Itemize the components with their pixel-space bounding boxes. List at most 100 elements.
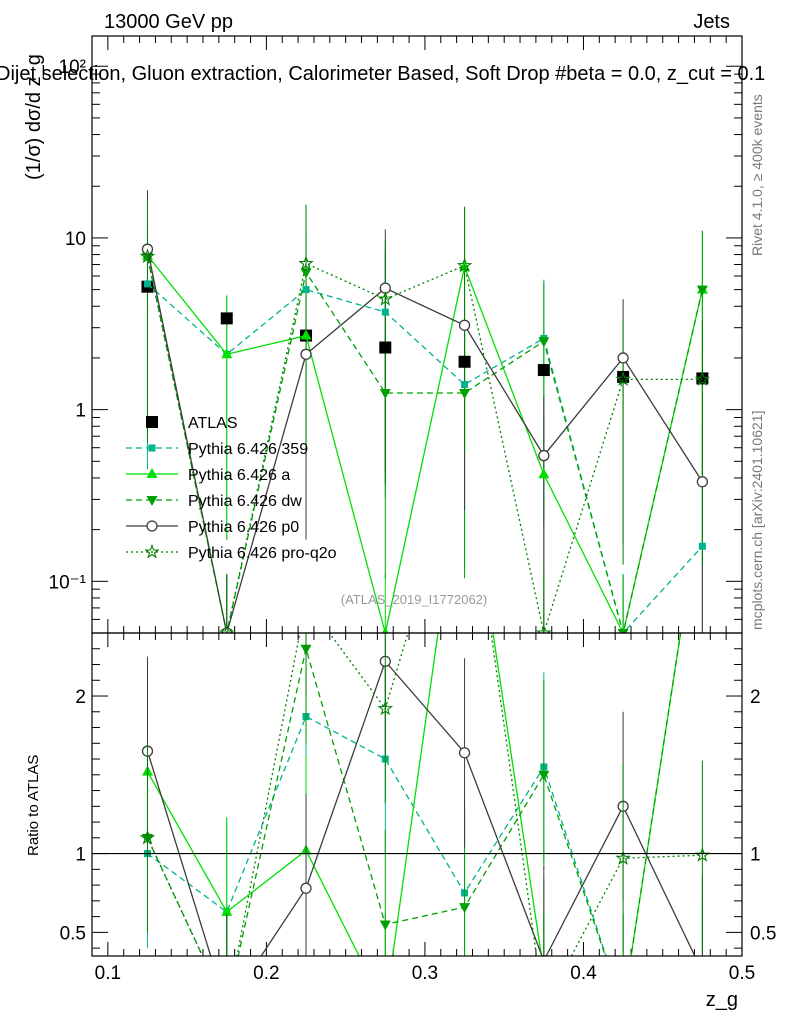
ratio-point: [540, 955, 547, 956]
y-tick-label: 10⁻¹: [49, 572, 87, 593]
data-point: [698, 542, 706, 550]
ratio-y-tick-label: 2: [75, 687, 86, 708]
data-point: [458, 355, 471, 368]
side-label-url: mcplots.cern.ch [arXiv:2401.10621]: [749, 411, 765, 630]
series-line: [146, 255, 703, 633]
series-line: [146, 256, 703, 633]
ratio-point: [538, 770, 550, 781]
data-point: [381, 308, 389, 316]
legend-label: Pythia 6.426 359: [188, 441, 308, 458]
ratio-point: [221, 1004, 232, 1014]
data-point: [300, 329, 312, 340]
legend-marker: [146, 468, 158, 478]
ratio-point: [615, 850, 631, 865]
data-point: [139, 248, 156, 264]
y-tick-label: 10: [65, 229, 86, 250]
y-tick-label: 1: [75, 401, 86, 422]
data-point: [617, 352, 629, 364]
ratio-line: [147, 715, 607, 956]
plot-title: Dijet selection, Gluon extraction, Calor…: [0, 63, 765, 85]
ratio-point: [221, 905, 233, 916]
data-point: [143, 280, 151, 288]
ratio-line: [146, 660, 696, 956]
data-point: [221, 348, 233, 359]
ratio-y-tick-label-right: 1: [750, 845, 761, 866]
ratio-point: [300, 595, 312, 607]
ratio-point: [697, 967, 707, 977]
data-point: [538, 337, 550, 348]
ratio-line: [146, 633, 682, 956]
legend-label: Pythia 6.426 p0: [188, 519, 299, 536]
data-point: [302, 286, 310, 294]
data-point: [459, 388, 471, 399]
ratio-y-tick-label: 1: [75, 845, 86, 866]
legend-label: Pythia 6.426 dw: [188, 493, 302, 510]
ratio-point: [618, 1004, 629, 1014]
data-point: [220, 312, 233, 325]
x-tick-label: 0.5: [729, 963, 755, 984]
data-point: [537, 364, 550, 377]
data-point: [456, 257, 473, 273]
data-point: [300, 268, 312, 279]
y-axis-title-ratio: Ratio to ATLAS: [25, 755, 42, 856]
legend-marker: [146, 520, 158, 532]
ratio-point: [618, 1002, 629, 1012]
data-point: [696, 476, 709, 488]
x-axis-title: z_g: [706, 989, 738, 1011]
side-label: Rivet 4.1.0, ≥ 400k events: [749, 94, 765, 256]
ratio-point: [458, 747, 471, 759]
ratio-point: [221, 1002, 233, 1014]
data-point: [535, 624, 552, 633]
ratio-line: [146, 633, 682, 956]
data-point: [300, 348, 312, 360]
y-tick-label: 10²: [59, 57, 86, 78]
header-right: Jets: [693, 11, 730, 33]
data-point: [219, 624, 235, 633]
legend-marker: [146, 496, 158, 506]
ratio-point: [139, 829, 156, 845]
top-panel-frame: [91, 35, 743, 634]
ratio-point: [222, 1003, 232, 1013]
x-tick-label: 0.4: [570, 963, 597, 984]
ratio-y-tick-label: 0.5: [60, 923, 86, 944]
x-tick-label: 0.3: [412, 963, 438, 984]
legend-label: Pythia 6.426 pro-q2o: [188, 545, 337, 562]
data-point: [298, 255, 314, 271]
x-tick-label: 0.2: [253, 963, 279, 984]
data-point: [379, 341, 392, 354]
ratio-point: [380, 1002, 391, 1012]
data-point: [696, 285, 708, 296]
data-point: [617, 629, 629, 633]
ratio-point: [300, 882, 312, 894]
data-point: [615, 371, 631, 386]
ratio-point: [377, 700, 394, 716]
data-point: [381, 627, 389, 633]
legend-marker: [148, 444, 156, 452]
data-point: [461, 381, 469, 389]
ratio-panel-frame: [91, 632, 743, 957]
ratio-y-tick-label-right: 0.5: [750, 923, 776, 944]
analysis-label: (ATLAS_2019_I1772062): [341, 592, 487, 607]
data-point: [377, 290, 394, 306]
data-point: [538, 449, 550, 462]
ratio-line: [146, 633, 703, 956]
data-point: [458, 319, 471, 331]
y-axis-title-top: (1/σ) dσ/d z_g: [23, 54, 45, 180]
ratio-y-tick-label-right: 2: [750, 687, 761, 708]
series-line: [147, 283, 703, 633]
series-line: [146, 249, 703, 633]
legend-marker: [144, 543, 160, 559]
legend-label: Pythia 6.426 a: [188, 467, 290, 484]
x-tick-label: 0.1: [95, 963, 121, 984]
ratio-point: [459, 903, 471, 914]
ratio-point: [379, 920, 391, 931]
header-left: 13000 GeV pp: [104, 11, 233, 33]
ratio-point: [620, 1004, 627, 1011]
ratio-point: [538, 966, 549, 976]
data-point: [379, 388, 391, 399]
data-point: [694, 371, 711, 386]
legend-marker: [146, 416, 158, 428]
legend-label: ATLAS: [188, 415, 238, 432]
ratio-point: [538, 1002, 550, 1014]
